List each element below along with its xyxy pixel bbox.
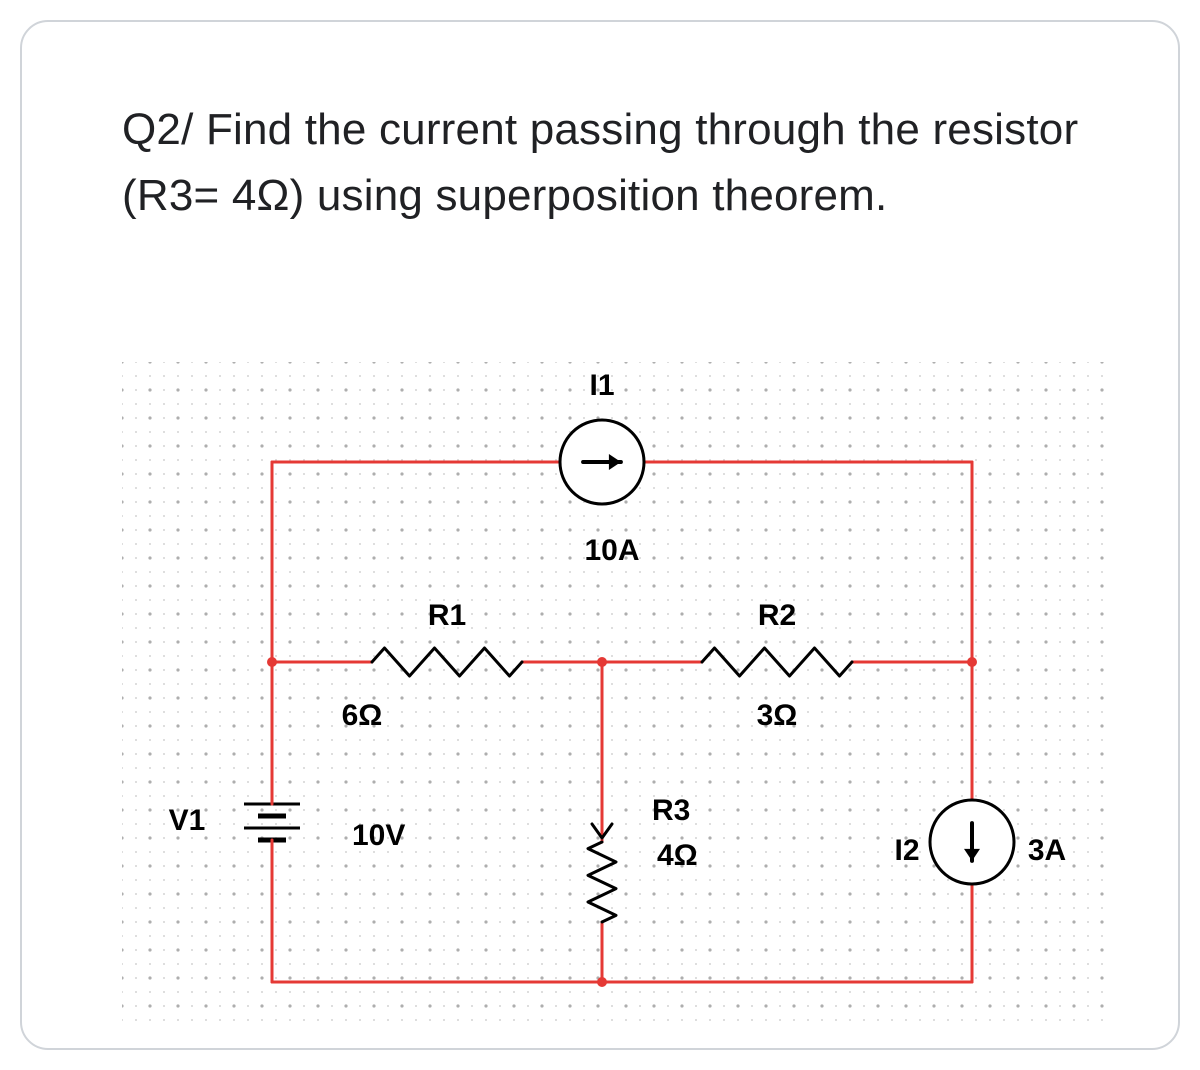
resistor-r1 xyxy=(372,648,522,676)
svg-text:3A: 3A xyxy=(1028,834,1066,867)
svg-text:I2: I2 xyxy=(894,834,919,867)
card: Q2/ Find the current passing through the… xyxy=(20,20,1180,1050)
circuit-area: R1 6Ω R2 3Ω R3 4Ω I1 10A I2 3A V1 10V xyxy=(122,362,1108,1028)
question-text: Q2/ Find the current passing through the… xyxy=(122,97,1098,229)
svg-text:4Ω: 4Ω xyxy=(657,839,698,872)
circuit-svg: R1 6Ω R2 3Ω R3 4Ω I1 10A I2 3A V1 10V xyxy=(122,362,1112,1032)
svg-text:R3: R3 xyxy=(652,794,690,827)
svg-text:R1: R1 xyxy=(428,599,466,632)
resistor-r2 xyxy=(702,648,852,676)
svg-text:R2: R2 xyxy=(758,599,796,632)
node-dot xyxy=(597,657,607,667)
svg-text:V1: V1 xyxy=(169,804,206,837)
voltage-source-v1 xyxy=(244,804,300,840)
node-dot xyxy=(267,657,277,667)
node-dot xyxy=(967,657,977,667)
svg-text:I1: I1 xyxy=(589,369,614,402)
resistor-r3 xyxy=(588,842,616,922)
svg-text:10V: 10V xyxy=(352,819,405,852)
node-dot xyxy=(597,977,607,987)
svg-text:3Ω: 3Ω xyxy=(757,699,798,732)
svg-text:10A: 10A xyxy=(584,534,639,567)
svg-text:6Ω: 6Ω xyxy=(342,699,383,732)
